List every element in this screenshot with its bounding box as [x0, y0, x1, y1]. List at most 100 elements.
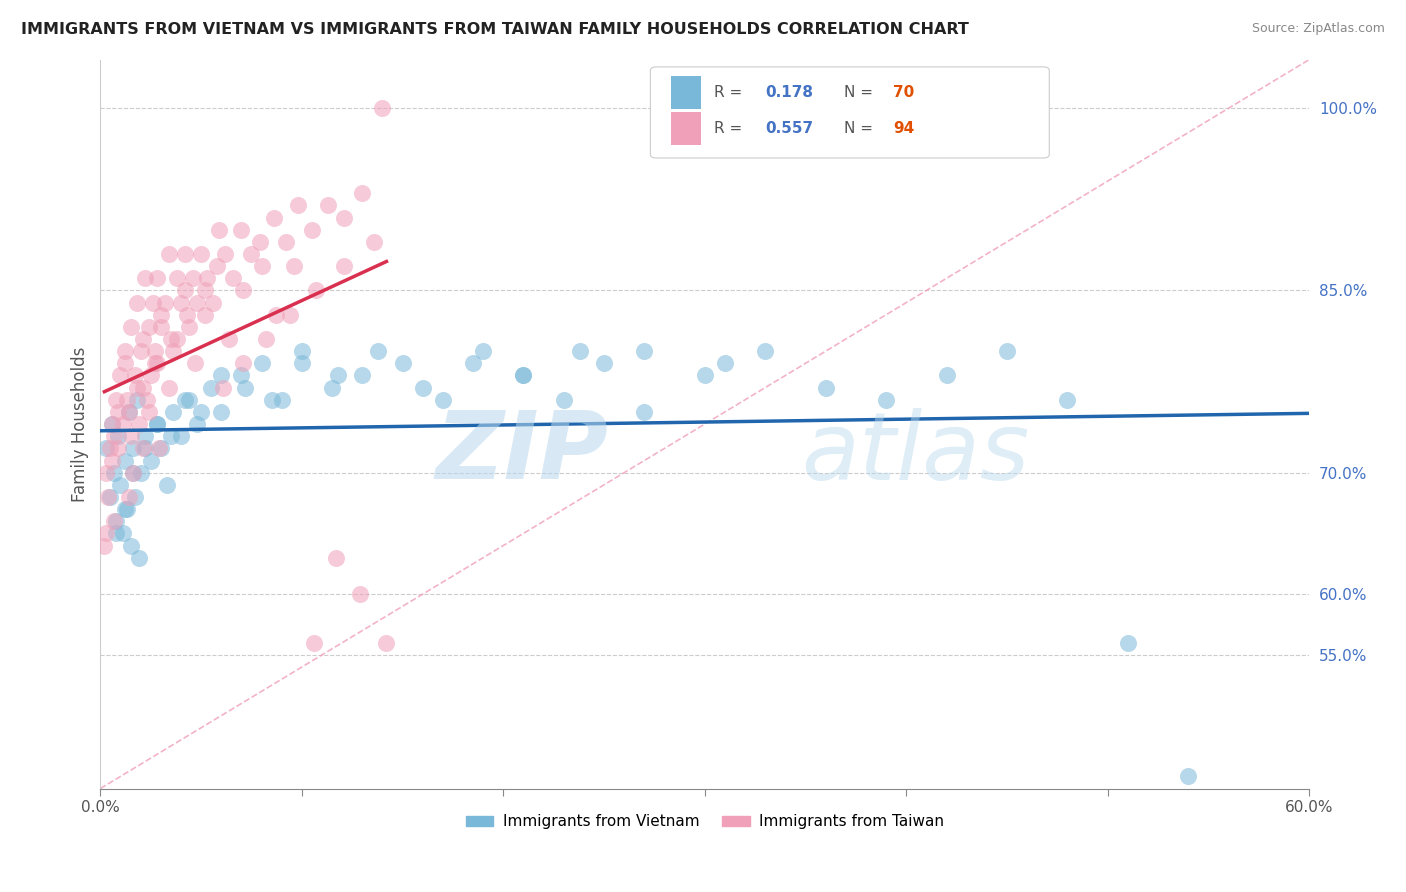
Point	[103, 429, 125, 443]
Point	[693, 368, 716, 383]
Point	[153, 295, 176, 310]
Point	[283, 259, 305, 273]
Point	[333, 259, 356, 273]
Point	[162, 344, 184, 359]
Point	[176, 308, 198, 322]
Text: N =: N =	[844, 121, 877, 136]
Point	[105, 392, 128, 407]
Point	[114, 356, 136, 370]
Point	[200, 381, 222, 395]
Point	[301, 222, 323, 236]
Point	[117, 490, 139, 504]
Point	[114, 344, 136, 359]
Text: Source: ZipAtlas.com: Source: ZipAtlas.com	[1251, 22, 1385, 36]
Point	[131, 381, 153, 395]
Point	[250, 356, 273, 370]
Point	[120, 319, 142, 334]
Point	[367, 344, 389, 359]
Point	[249, 235, 271, 249]
Point	[633, 405, 655, 419]
Point	[214, 247, 236, 261]
Point	[100, 490, 122, 504]
Text: IMMIGRANTS FROM VIETNAM VS IMMIGRANTS FROM TAIWAN FAMILY HOUSEHOLDS CORRELATION : IMMIGRANTS FROM VIETNAM VS IMMIGRANTS FR…	[21, 22, 969, 37]
Point	[138, 319, 160, 334]
Point	[553, 392, 575, 407]
Point	[321, 381, 343, 395]
Point	[194, 308, 217, 322]
Point	[96, 526, 118, 541]
Point	[160, 429, 183, 443]
Point	[391, 356, 413, 370]
Point	[115, 502, 138, 516]
Point	[174, 247, 197, 261]
Point	[222, 271, 245, 285]
Point	[461, 356, 484, 370]
Point	[291, 356, 314, 370]
Point	[231, 222, 253, 236]
Text: R =: R =	[714, 85, 748, 100]
Point	[131, 442, 153, 456]
Point	[349, 587, 371, 601]
Point	[184, 356, 207, 370]
Point	[1116, 636, 1139, 650]
Point	[264, 308, 287, 322]
Point	[166, 271, 188, 285]
Point	[254, 332, 277, 346]
Point	[235, 381, 257, 395]
Point	[160, 332, 183, 346]
Point	[125, 295, 148, 310]
Point	[231, 368, 253, 383]
Point	[209, 405, 232, 419]
Point	[107, 405, 129, 419]
Point	[190, 247, 212, 261]
Point	[181, 271, 204, 285]
Point	[593, 356, 616, 370]
Point	[97, 490, 120, 504]
Point	[432, 392, 454, 407]
Point	[129, 466, 152, 480]
Point	[142, 295, 165, 310]
Point	[287, 198, 309, 212]
Point	[121, 466, 143, 480]
Point	[145, 417, 167, 431]
Point	[138, 405, 160, 419]
Point	[995, 344, 1018, 359]
Point	[302, 636, 325, 650]
Point	[114, 453, 136, 467]
Point	[208, 222, 231, 236]
Point	[274, 235, 297, 249]
Point	[568, 344, 591, 359]
Point	[120, 539, 142, 553]
Text: 94: 94	[893, 121, 915, 136]
Point	[194, 284, 217, 298]
Point	[270, 392, 292, 407]
Point	[131, 332, 153, 346]
Point	[202, 295, 225, 310]
Point	[143, 344, 166, 359]
Point	[149, 442, 172, 456]
Point	[714, 356, 737, 370]
Point	[375, 636, 398, 650]
Point	[512, 368, 534, 383]
Point	[143, 356, 166, 370]
Point	[232, 284, 254, 298]
Legend: Immigrants from Vietnam, Immigrants from Taiwan: Immigrants from Vietnam, Immigrants from…	[460, 808, 950, 836]
Point	[139, 453, 162, 467]
Point	[145, 417, 167, 431]
Point	[121, 466, 143, 480]
Point	[186, 295, 208, 310]
Y-axis label: Family Households: Family Households	[72, 346, 89, 502]
Point	[110, 368, 132, 383]
Point	[250, 259, 273, 273]
Point	[103, 514, 125, 528]
Point	[291, 344, 314, 359]
Point	[316, 198, 339, 212]
Point	[145, 271, 167, 285]
Point	[100, 442, 122, 456]
Point	[115, 392, 138, 407]
Point	[128, 417, 150, 431]
Point	[260, 392, 283, 407]
Point	[101, 417, 124, 431]
Point	[101, 417, 124, 431]
Point	[96, 442, 118, 456]
